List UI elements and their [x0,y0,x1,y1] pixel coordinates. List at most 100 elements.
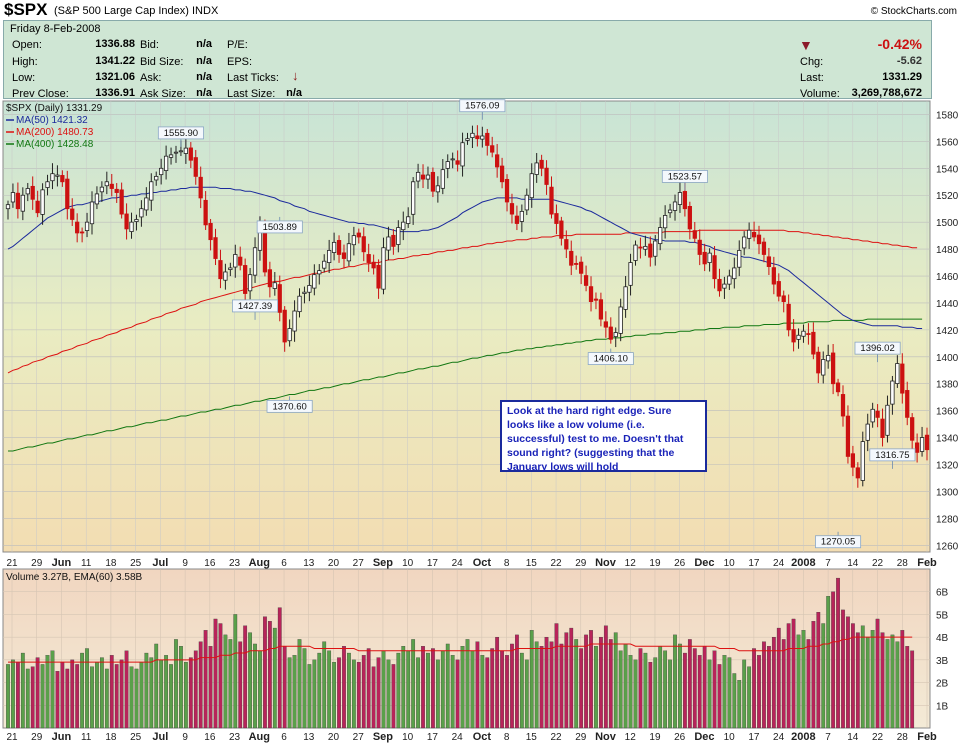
candle-body [30,185,35,200]
volume-bar [737,680,742,729]
candle-body [302,291,307,294]
candle-body [371,261,376,269]
candle-body [376,264,381,289]
price-tick-label: 1300 [936,487,959,498]
volume-bar [435,659,440,729]
candle-body [722,283,727,289]
volume-bar [618,650,623,729]
candle-body [549,186,554,215]
candle-body [208,222,213,241]
candle-body [15,192,21,210]
date-tick-label: 7 [825,732,831,743]
date-tick-label: 10 [402,732,414,743]
volume-bar [554,623,559,729]
volume-bar [440,650,445,729]
candle-body [687,206,692,230]
volume-bar [860,625,865,729]
change-label: Chg: [800,56,824,68]
date-tick-label: 10 [724,558,736,569]
candle-body [420,174,426,180]
date-tick-label: Sep [373,557,393,569]
volume-bar [841,609,845,729]
candle-body [677,192,683,205]
volume-bar [144,652,149,729]
candle-body [144,197,149,211]
candle-body [816,351,821,374]
legend-entry: MA(50) 1421.32 [16,115,88,126]
candle-body [554,213,559,224]
volume-bar [811,621,816,729]
date-tick-label: Oct [473,557,492,569]
candle-body [529,173,534,199]
date-tick-label: 14 [847,558,859,569]
volume-bar [55,671,60,729]
volume-bar [584,634,588,729]
volume-bar [905,646,910,729]
volume-bar [208,646,213,729]
candle-body [406,216,411,224]
date-tick-label: Oct [473,731,492,743]
volume-bar [228,639,233,729]
volume-bar [267,621,272,729]
volume-bar [361,655,366,729]
volume-bar [243,625,248,729]
date-tick-label: 18 [105,558,117,569]
ma400-line [8,318,923,452]
price-tick-label: 1460 [936,272,959,283]
volume-bar [529,630,534,729]
price-tick-label: 1400 [936,353,959,364]
candle-body [559,220,564,239]
volume-bar [263,616,267,729]
candle-body [168,154,174,158]
candle-body [885,404,890,436]
bid-size-value: n/a [196,55,212,67]
volume-bar [50,650,55,729]
volume-bar [233,614,238,729]
volume-bar [495,636,500,729]
callout-label: 1270.05 [821,537,855,548]
candle-body [524,194,529,211]
volume-bar [376,657,381,729]
date-tick-label: 2008 [791,557,815,569]
candle-body [707,252,712,264]
candle-body [490,145,495,153]
copyright: © StockCharts.com [870,6,957,17]
candle-body [198,176,203,199]
volume-bar [683,652,687,729]
volume-bar [599,636,603,729]
low-value: 1321.06 [95,71,135,83]
candle-body [766,256,772,267]
callout-label: 1576.09 [465,101,499,112]
volume-bar [796,634,801,729]
last-ticks-label: Last Ticks: [227,72,279,84]
volume-bar [431,648,435,729]
open-label: Open: [12,39,42,51]
volume-bar [515,634,519,729]
volume-bar [816,612,821,729]
candle-body [391,234,396,247]
volume-bar [297,639,302,729]
date-tick-label: 24 [452,732,464,743]
volume-bar [870,630,875,729]
candle-body [60,175,65,183]
date-tick-label: 8 [504,558,510,569]
volume-bar [786,623,791,729]
volume-bar [391,664,396,729]
volume-bar [426,652,430,729]
candle-body [875,410,880,418]
volume-bar [851,623,855,729]
volume-bar [742,659,747,729]
volume-bar [885,639,890,729]
candle-body [480,135,485,140]
date-tick-label: 19 [649,732,661,743]
high-value: 1341.22 [95,55,135,67]
volume-bar [203,630,208,729]
candle-body [159,167,164,176]
volume-bar [727,657,732,729]
candle-body [149,181,154,201]
date-tick-label: 13 [303,558,315,569]
price-axis-ticks: 1260 1280 1300 1320 1340 1360 1380 1400 1420 1440… [936,110,959,552]
date-tick-label: 17 [748,558,760,569]
date-tick-label: 12 [625,558,637,569]
candle-body [129,221,134,232]
